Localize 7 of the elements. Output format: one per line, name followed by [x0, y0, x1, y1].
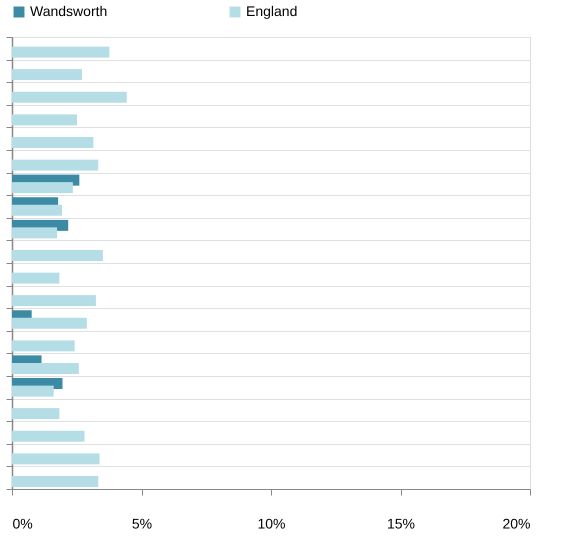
legend-label: England	[246, 3, 298, 19]
x-tick-label: 5%	[132, 516, 152, 532]
x-tick-label: 0%	[12, 516, 33, 532]
x-tick-label: 10%	[257, 516, 286, 532]
x-tick-label: 15%	[386, 516, 416, 532]
legend-label: Wandsworth	[30, 3, 108, 19]
x-tick-label: 20%	[502, 516, 530, 532]
